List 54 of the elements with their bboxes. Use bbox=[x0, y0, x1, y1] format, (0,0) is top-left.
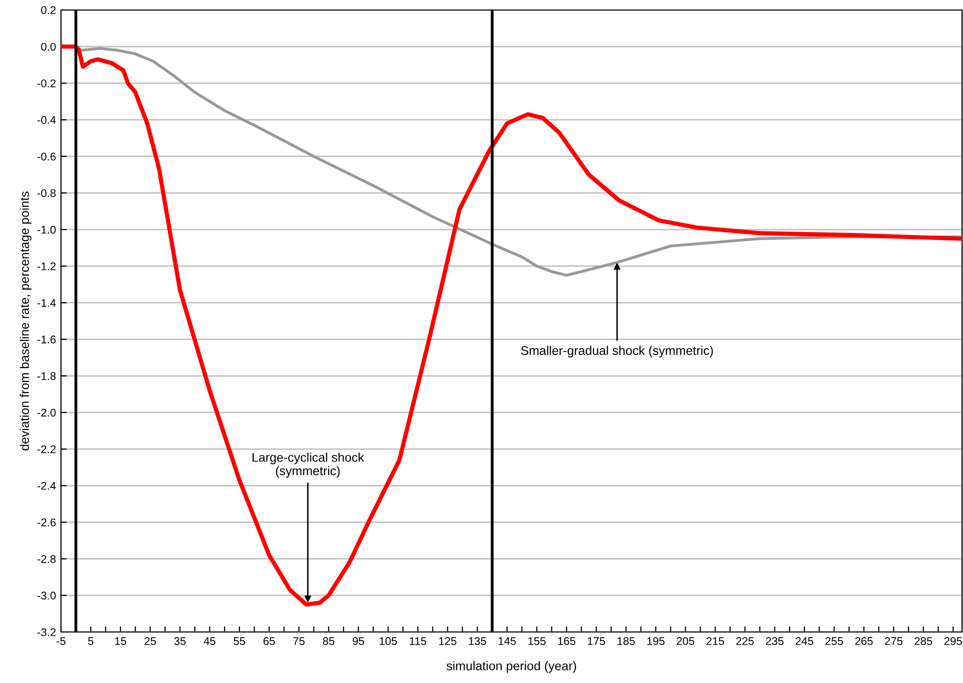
y-tick-label: -2.8 bbox=[37, 555, 56, 563]
x-tick-label: 295 bbox=[944, 637, 962, 646]
x-tick-label: 65 bbox=[264, 637, 275, 646]
y-tick-label: -1.0 bbox=[37, 226, 56, 234]
y-tick-label: 0.0 bbox=[41, 42, 56, 51]
x-tick-label: 75 bbox=[293, 637, 305, 646]
x-tick-label: 135 bbox=[468, 637, 486, 646]
x-tick-label: 185 bbox=[618, 637, 635, 646]
annotation: Smaller-gradual shock (symmetric) bbox=[521, 346, 713, 358]
x-tick-label: 15 bbox=[115, 637, 126, 646]
x-tick-label: 245 bbox=[796, 637, 814, 646]
x-tick-label: 235 bbox=[766, 637, 784, 646]
line-series bbox=[61, 44, 962, 607]
y-tick-label: -3.2 bbox=[37, 628, 56, 636]
y-tick-label: -1.8 bbox=[37, 372, 56, 380]
x-tick-label: 5 bbox=[88, 637, 94, 646]
y-tick-label: -0.2 bbox=[37, 79, 56, 88]
x-tick-label: -5 bbox=[56, 637, 66, 646]
x-tick-label: 215 bbox=[706, 637, 724, 646]
y-tick-label: -1.2 bbox=[37, 262, 56, 270]
x-tick-label: 255 bbox=[825, 637, 843, 646]
x-tick-label: 145 bbox=[498, 637, 516, 646]
x-tick-label: 275 bbox=[884, 637, 902, 646]
x-tick-label: 165 bbox=[558, 637, 576, 646]
y-tick-label: 0.2 bbox=[41, 6, 56, 14]
x-tick-label: 55 bbox=[234, 637, 246, 646]
x-tick-label: 105 bbox=[380, 637, 397, 646]
y-tick-label: -2.0 bbox=[37, 408, 56, 417]
x-tick-label: 115 bbox=[410, 637, 426, 646]
x-tick-label: 225 bbox=[736, 637, 754, 646]
x-tick-label: 45 bbox=[204, 637, 216, 646]
x-tick-label: 265 bbox=[855, 637, 873, 646]
y-tick-label: -1.6 bbox=[37, 336, 56, 344]
y-tick-label: -0.8 bbox=[37, 189, 56, 198]
x-axis-title: simulation period (year) bbox=[446, 661, 576, 673]
annotation: Large-cyclical shock (symmetric) bbox=[252, 452, 364, 478]
x-tick-label: 205 bbox=[676, 637, 694, 646]
x-tick-label: 125 bbox=[439, 637, 456, 646]
y-tick-label: -1.4 bbox=[37, 299, 56, 307]
x-tick-label: 195 bbox=[647, 637, 665, 646]
x-tick-label: 95 bbox=[352, 637, 364, 646]
x-tick-label: 25 bbox=[144, 637, 156, 646]
x-tick-label: 155 bbox=[528, 637, 546, 646]
y-tick-label: -0.6 bbox=[37, 152, 56, 160]
y-tick-label: -2.6 bbox=[37, 518, 56, 526]
y-tick-label: -2.2 bbox=[37, 445, 56, 454]
x-tick-label: 35 bbox=[174, 637, 186, 646]
y-tick-label: -2.4 bbox=[37, 482, 56, 490]
y-axis-title: deviation from baseline rate, percentage points bbox=[20, 192, 32, 450]
y-tick-label: -0.4 bbox=[37, 116, 56, 124]
x-tick-label: 175 bbox=[588, 637, 606, 646]
x-tick-label: 85 bbox=[322, 637, 334, 646]
x-tick-label: 285 bbox=[914, 637, 932, 646]
y-tick-label: -3.0 bbox=[37, 592, 56, 600]
